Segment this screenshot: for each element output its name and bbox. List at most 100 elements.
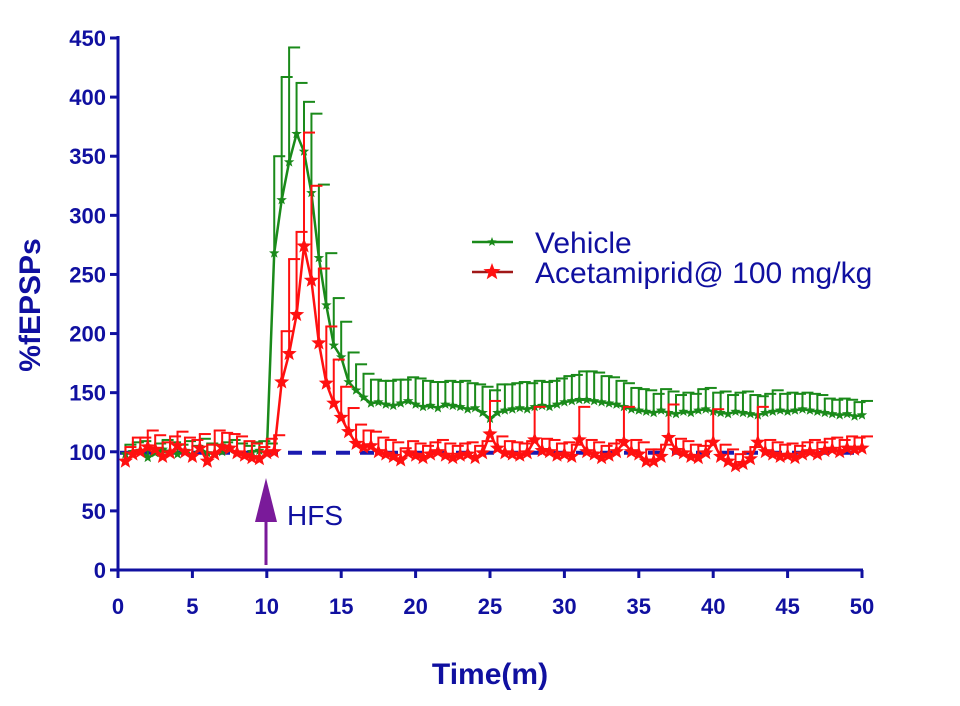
y-tick-label: 450 bbox=[69, 26, 106, 51]
data-point-star bbox=[216, 446, 228, 457]
data-point-star bbox=[653, 448, 669, 463]
data-point-star bbox=[594, 449, 610, 465]
data-point-star bbox=[564, 448, 580, 463]
data-point-star bbox=[789, 404, 801, 415]
x-tick-label: 30 bbox=[552, 594, 576, 619]
data-point-star bbox=[388, 400, 399, 411]
data-point-star bbox=[556, 446, 572, 461]
hfs-arrow-head-icon bbox=[255, 478, 277, 522]
x-tick-label: 35 bbox=[627, 594, 651, 619]
data-point-star bbox=[616, 434, 632, 449]
data-point-star bbox=[236, 447, 253, 462]
data-point-star bbox=[269, 247, 280, 258]
data-point-star bbox=[172, 448, 183, 459]
data-point-star bbox=[603, 397, 615, 408]
data-point-star bbox=[668, 442, 684, 458]
data-point-star bbox=[626, 403, 637, 414]
data-point-star bbox=[229, 445, 245, 460]
data-point-star bbox=[819, 407, 830, 418]
data-point-star bbox=[380, 399, 392, 409]
data-point-star bbox=[469, 402, 481, 413]
data-point-star bbox=[378, 446, 394, 461]
data-point-star bbox=[700, 403, 711, 414]
data-point-star bbox=[199, 453, 215, 468]
data-point-star bbox=[541, 443, 558, 459]
data-point-star bbox=[827, 408, 838, 419]
data-point-star bbox=[385, 448, 401, 463]
data-point-star bbox=[623, 443, 639, 459]
data-point-star bbox=[400, 445, 416, 460]
data-point-star bbox=[534, 442, 550, 458]
data-point-star bbox=[566, 395, 578, 406]
data-point-star bbox=[417, 401, 429, 412]
data-point-star bbox=[276, 194, 287, 205]
data-point-star bbox=[839, 440, 855, 455]
data-point-star bbox=[452, 447, 468, 462]
data-point-star bbox=[432, 402, 444, 413]
data-point-star bbox=[447, 400, 458, 411]
data-point-star bbox=[291, 128, 302, 139]
data-point-star bbox=[311, 335, 327, 350]
data-point-star bbox=[333, 409, 349, 424]
data-point-star bbox=[402, 395, 414, 406]
data-point-star bbox=[856, 409, 868, 420]
y-tick-label: 350 bbox=[69, 144, 106, 169]
data-point-star bbox=[549, 447, 565, 462]
data-point-star bbox=[544, 401, 555, 412]
data-point-star bbox=[132, 443, 148, 459]
data-point-star bbox=[638, 453, 654, 468]
series-layer bbox=[117, 46, 873, 473]
data-point-star bbox=[336, 351, 347, 362]
data-point-star bbox=[425, 400, 436, 411]
data-point-star bbox=[581, 394, 592, 405]
y-tick-label: 250 bbox=[69, 262, 106, 287]
data-point-star bbox=[343, 376, 354, 387]
data-point-star bbox=[765, 446, 781, 461]
x-axis-label: Time(m) bbox=[432, 658, 548, 691]
legend-star-icon bbox=[487, 237, 497, 246]
data-point-star bbox=[184, 448, 200, 463]
data-point-star bbox=[155, 448, 171, 463]
y-tick-label: 150 bbox=[69, 381, 106, 406]
data-point-star bbox=[601, 447, 617, 462]
data-point-star bbox=[633, 404, 644, 415]
data-point-star bbox=[207, 446, 223, 461]
data-point-star bbox=[804, 404, 816, 415]
data-point-star bbox=[571, 432, 587, 447]
axes bbox=[116, 36, 863, 572]
hfs-label: HFS bbox=[287, 500, 343, 531]
data-point-star bbox=[817, 442, 833, 458]
data-point-star bbox=[760, 407, 771, 418]
data-point-star bbox=[641, 406, 652, 416]
series-line bbox=[125, 129, 863, 460]
data-point-star bbox=[303, 272, 319, 287]
legend-label: Vehicle bbox=[535, 227, 632, 260]
legend-item: Vehicle bbox=[472, 227, 632, 260]
data-point-star bbox=[596, 396, 607, 407]
data-point-star bbox=[222, 440, 238, 455]
data-point-star bbox=[147, 441, 163, 456]
x-tick-label: 0 bbox=[112, 594, 124, 619]
y-tick-label: 50 bbox=[82, 499, 106, 524]
data-point-star bbox=[745, 408, 756, 419]
data-point-star bbox=[192, 440, 208, 455]
data-point-star bbox=[735, 455, 751, 471]
data-point-star bbox=[832, 443, 848, 459]
data-point-star bbox=[492, 407, 503, 418]
data-point-star bbox=[415, 449, 431, 465]
data-point-star bbox=[809, 446, 825, 461]
data-point-star bbox=[313, 252, 325, 263]
data-point-star bbox=[794, 446, 811, 461]
data-point-star bbox=[693, 404, 704, 415]
data-point-star bbox=[834, 409, 845, 420]
data-point-star bbox=[455, 401, 466, 412]
y-tick-label: 0 bbox=[94, 558, 106, 583]
data-point-star bbox=[730, 406, 741, 416]
data-point-star bbox=[512, 447, 528, 462]
data-point-star bbox=[586, 446, 602, 461]
data-point-star bbox=[499, 404, 511, 415]
data-point-star bbox=[283, 156, 295, 167]
data-point-star bbox=[514, 402, 525, 413]
data-point-star bbox=[365, 397, 377, 408]
